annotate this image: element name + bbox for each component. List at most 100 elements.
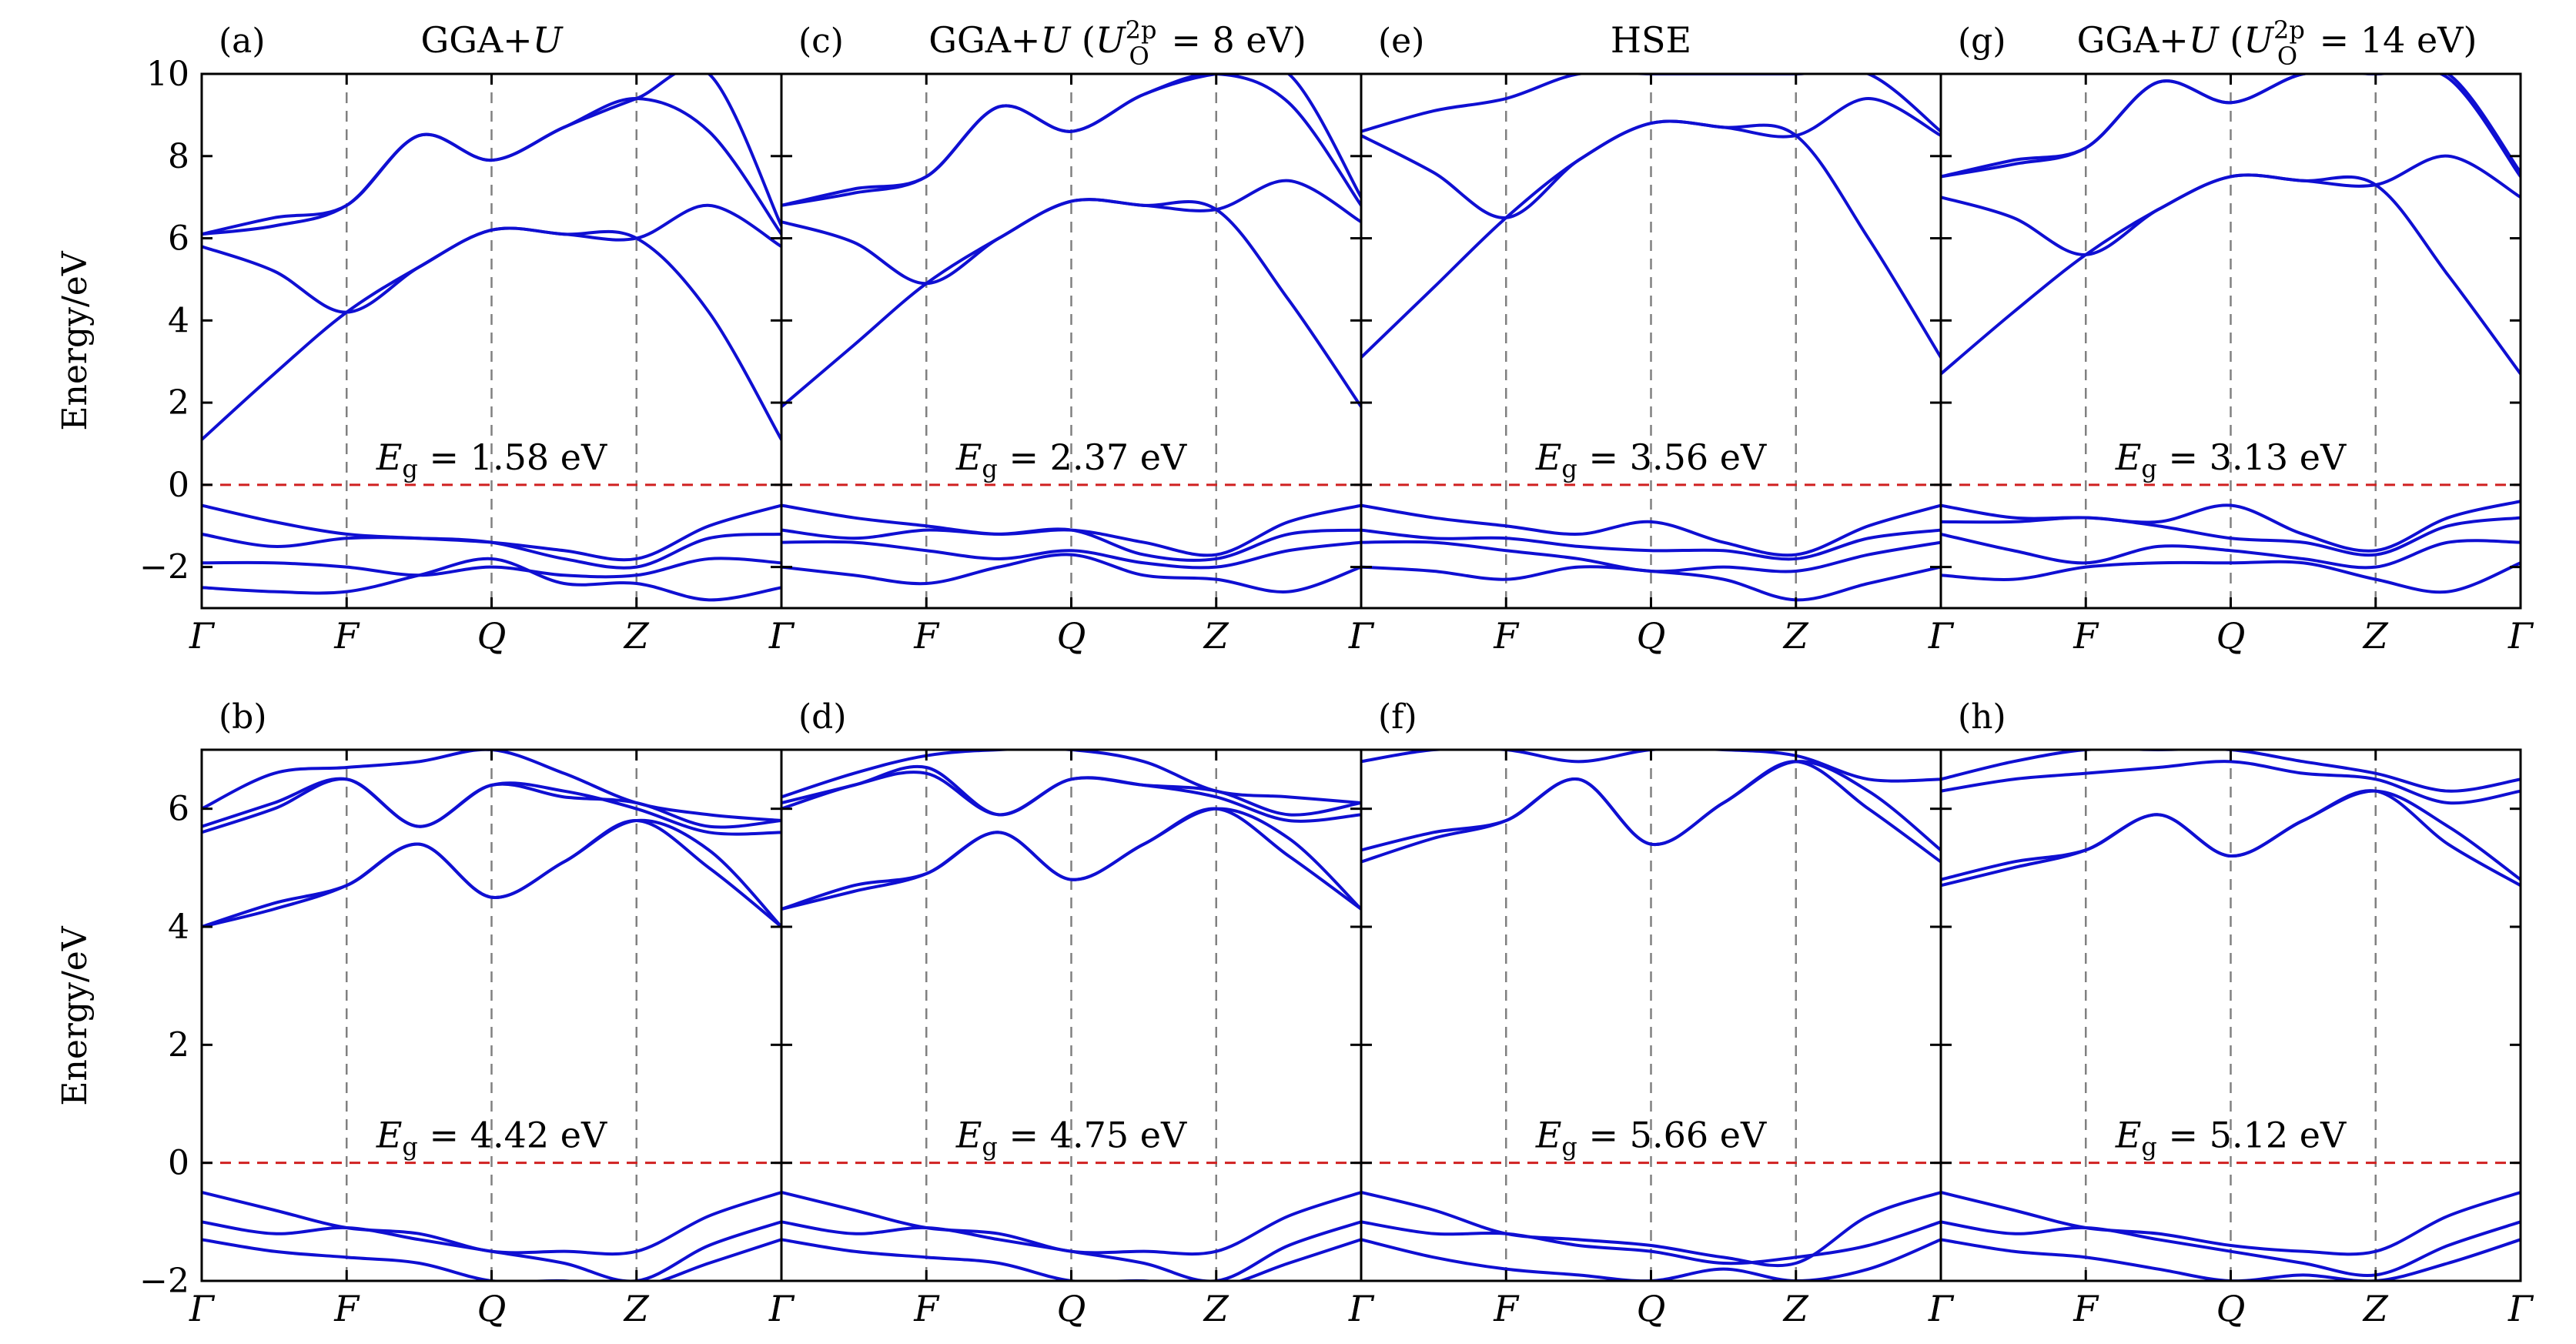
kpoint-label: Γ <box>1928 1288 1955 1329</box>
band-line-8 <box>781 553 1361 593</box>
kpoint-label: Q <box>1057 1288 1086 1329</box>
panel-letter: (b) <box>219 697 267 737</box>
bands <box>1361 74 1941 602</box>
kpoint-label: Γ <box>1928 1288 1955 1329</box>
bands <box>781 74 1361 593</box>
panel-letter: (c) <box>798 22 844 61</box>
kpoint-label: Q <box>2216 615 2246 657</box>
band-line-4 <box>1941 750 2521 793</box>
kpoint-label: Z <box>623 615 650 657</box>
band-line-6 <box>202 532 781 570</box>
panel-g: Γ F Q Z Γ (g) GGA+U (U2p O = 14 eV) Eg = 3.13 eV <box>1928 15 2534 657</box>
band-line-3 <box>1361 750 1941 783</box>
kpoint-label: Q <box>477 615 507 657</box>
band-gap-label: Eg = 2.37 eV <box>955 436 1187 483</box>
kpoint-label: Γ <box>1928 615 1955 657</box>
panel-title: GGA+U (U2p O = 8 eV) <box>928 15 1306 71</box>
panel-f: Γ F Q Z Γ (f) Eg = 5.66 eV <box>1348 697 1955 1329</box>
panel-title: GGA+U <box>420 19 564 61</box>
band-line-7 <box>781 540 1361 570</box>
kpoint-label: Γ <box>2507 1288 2534 1329</box>
panel-h: Γ F Q Z Γ (h) Eg = 5.12 eV <box>1928 697 2534 1329</box>
band-gap-label: Eg = 4.42 eV <box>376 1115 607 1162</box>
y-tick-label: 2 <box>168 1025 189 1065</box>
kpoint-label: Q <box>1057 615 1086 657</box>
band-line-4 <box>1361 1191 1941 1268</box>
band-line-8 <box>202 557 781 602</box>
y-tick-label: 2 <box>168 383 189 423</box>
panel-letter: (d) <box>798 697 847 737</box>
y-tick-label: 0 <box>168 1144 189 1183</box>
kpoint-label: Q <box>2216 1288 2246 1329</box>
kpoint-label: Γ <box>768 615 795 657</box>
band-line-7 <box>202 557 781 579</box>
kpoint-label: Z <box>2362 1288 2389 1329</box>
band-line-4 <box>1941 74 2521 179</box>
kpoint-label: Q <box>477 1288 507 1329</box>
band-line-5 <box>1941 1191 2521 1256</box>
kpoint-label: Γ <box>768 1288 795 1329</box>
y-tick-label: 8 <box>168 137 189 176</box>
panel-a: −2 0 2 4 6 8 10 Γ F Q Z Γ (a) GGA+U Eg = 1.58 eV <box>139 19 795 657</box>
band-line-7 <box>202 1220 781 1281</box>
kpoint-label: Z <box>2362 615 2389 657</box>
y-axis-label-top: Energy/eV <box>55 250 95 430</box>
band-gap-label: Eg = 5.66 eV <box>1535 1115 1767 1162</box>
band-line-2 <box>202 203 781 314</box>
band-line-2 <box>1941 789 2521 881</box>
band-line-7 <box>1361 565 1941 602</box>
bands <box>1941 74 2521 594</box>
band-gap-label: Eg = 5.12 eV <box>2115 1115 2347 1162</box>
panel-title: HSE <box>1611 19 1691 61</box>
y-tick-label: 6 <box>168 219 189 259</box>
band-line-6 <box>1941 516 2521 557</box>
band-line-2 <box>781 807 1361 911</box>
panel-letter: (a) <box>219 22 266 61</box>
kpoint-label: F <box>1493 615 1520 657</box>
kpoint-label: F <box>913 1288 940 1329</box>
kpoint-label: Γ <box>189 1288 216 1329</box>
kpoint-label: Γ <box>1348 615 1375 657</box>
band-line-6 <box>1941 1220 2521 1277</box>
y-tick-label: 4 <box>168 301 189 340</box>
kpoint-label: Γ <box>768 615 795 657</box>
band-line-4 <box>781 764 1361 817</box>
y-tick-label: −2 <box>139 548 189 587</box>
band-line-5 <box>202 503 781 562</box>
band-line-2 <box>1361 760 1941 852</box>
band-line-8 <box>781 1238 1361 1281</box>
band-gap-label: Eg = 3.13 eV <box>2115 436 2347 483</box>
kpoint-label: Z <box>1782 615 1809 657</box>
kpoint-label: Γ <box>189 615 216 657</box>
panel-letter: (f) <box>1378 697 1417 737</box>
band-line-5 <box>1361 1220 1941 1265</box>
band-line-1 <box>202 818 781 928</box>
band-line-8 <box>202 1238 781 1281</box>
band-line-2 <box>202 818 781 928</box>
band-line-7 <box>1941 1238 2521 1281</box>
panel-d: Γ F Q Z Γ (d) Eg = 4.75 eV <box>768 697 1375 1329</box>
kpoint-label: F <box>333 615 360 657</box>
y-tick-label: 10 <box>146 55 189 94</box>
band-line-7 <box>781 1220 1361 1281</box>
band-line-2 <box>1941 154 2521 256</box>
band-gap-label: Eg = 3.56 eV <box>1535 436 1767 483</box>
panel-c: Γ F Q Z Γ (c) GGA+U (U2p O = 8 eV) Eg = 2.37 eV <box>768 15 1375 657</box>
panel-letter: (e) <box>1378 22 1424 61</box>
kpoint-label: Z <box>1203 615 1229 657</box>
band-line-8 <box>1941 560 2521 594</box>
kpoint-label: Q <box>1637 1288 1666 1329</box>
y-axis-label-bottom: Energy/eV <box>55 925 95 1105</box>
kpoint-label: F <box>1493 1288 1520 1329</box>
band-line-2 <box>781 179 1361 286</box>
y-tick-label: −2 <box>139 1262 189 1301</box>
band-line-5 <box>1941 500 2521 553</box>
kpoint-label: Z <box>1782 1288 1809 1329</box>
band-line-3 <box>1941 760 2521 805</box>
band-line-6 <box>781 527 1361 562</box>
kpoint-label: Γ <box>1348 1288 1375 1329</box>
band-line-7 <box>1941 532 2521 570</box>
band-line-4 <box>202 74 781 236</box>
band-line-4 <box>202 777 781 829</box>
